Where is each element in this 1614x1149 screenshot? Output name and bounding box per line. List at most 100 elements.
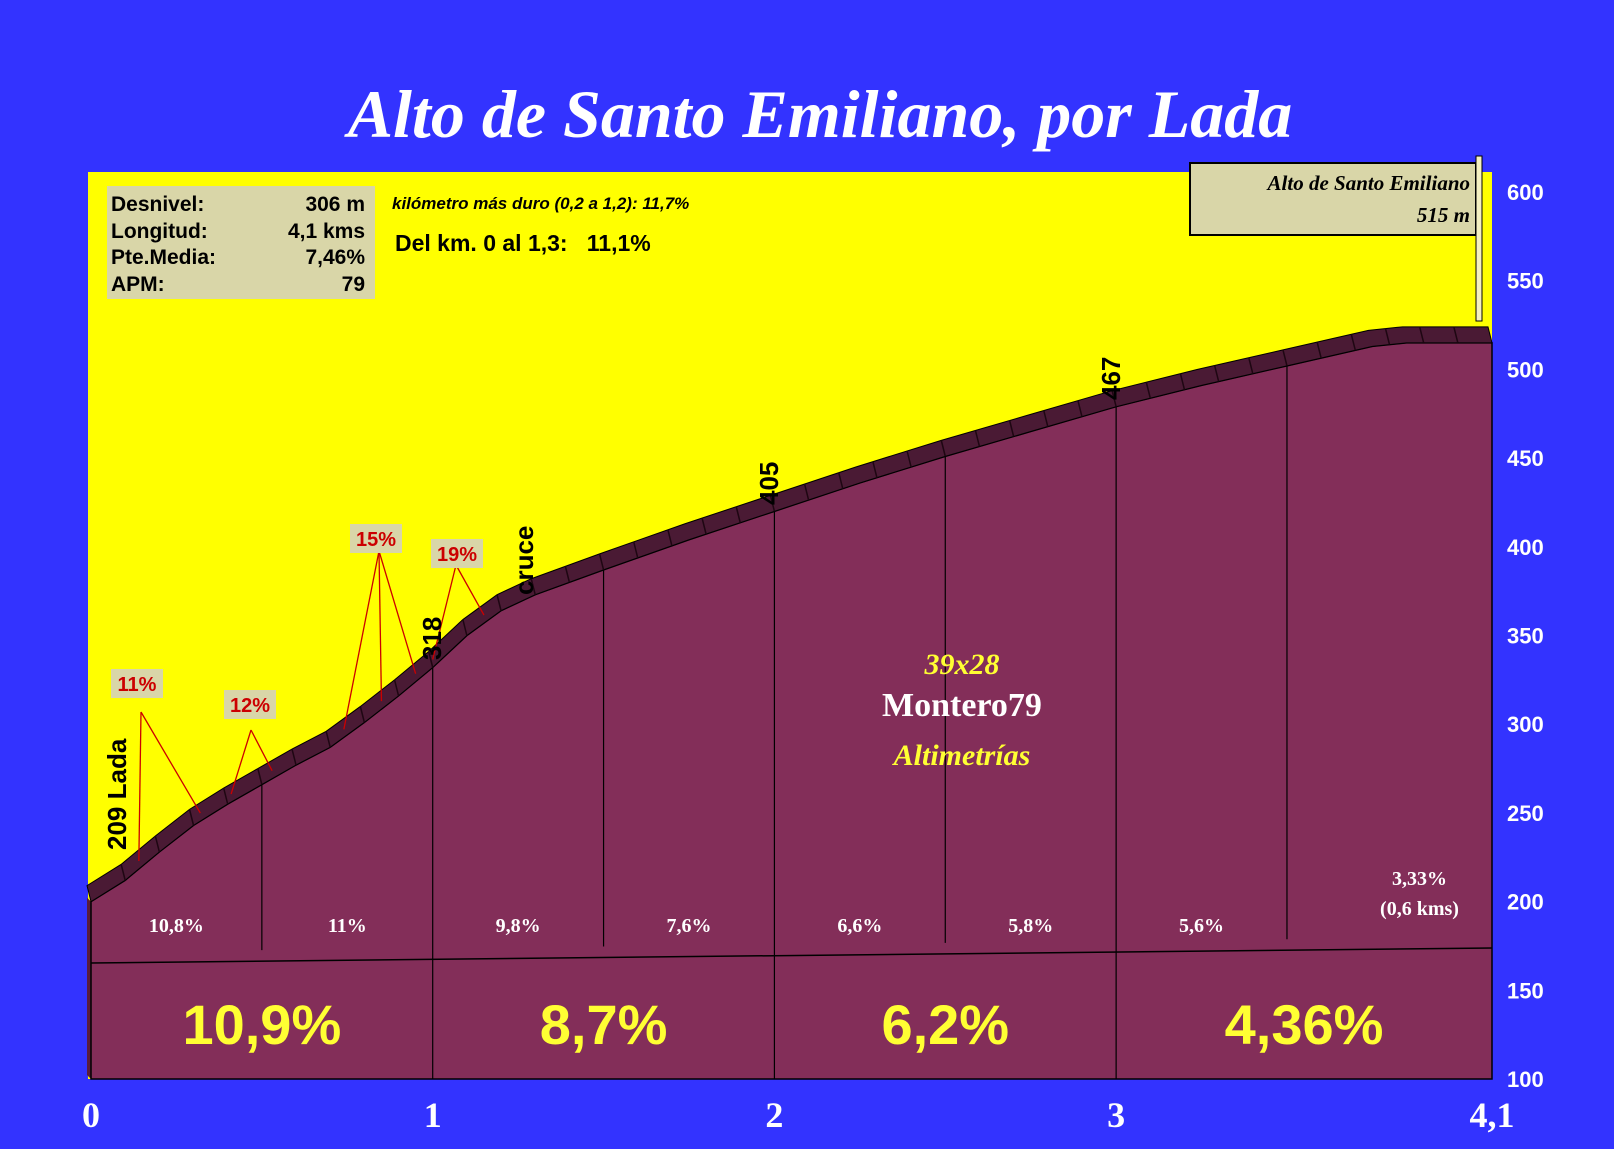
y-tick-label: 200	[1507, 890, 1544, 915]
road-block-tick	[1418, 326, 1425, 344]
road-block-tick	[633, 541, 639, 559]
road-block-tick	[496, 594, 502, 611]
road-block-tick	[325, 731, 331, 748]
ramp-callout-box	[111, 669, 163, 698]
segment-gradients: 10,8% 11% 9,8% 7,6% 6,6% 5,8% 5,6% 3,33% (0,6 km…	[149, 868, 1459, 1056]
stats-value-pendiente: 7,46%	[305, 246, 365, 269]
road-block-tick	[564, 566, 571, 583]
kilometer-gradient-label: 4,36%	[1225, 993, 1384, 1056]
subsegment-gradient-label: 5,6%	[1179, 915, 1224, 937]
profile-layer	[86, 326, 1493, 1080]
road-block-tick	[359, 706, 366, 723]
ramp-callout-line	[230, 729, 252, 795]
kilometer-band-top	[90, 947, 1493, 964]
road-block-tick	[974, 430, 981, 447]
subsegment-distance-label: (0,6 kms)	[1380, 898, 1459, 920]
road-block-tick	[1282, 349, 1288, 367]
y-tick-label: 550	[1507, 269, 1544, 294]
road-block-tick	[1111, 390, 1117, 407]
road-block-tick	[598, 553, 605, 571]
subsegment-gradient-label: 7,6%	[666, 915, 711, 937]
elevation-marker-label: 405	[754, 462, 784, 505]
stats-label-pendiente: Pte.Media:	[111, 246, 216, 269]
x-tick-label: 1	[424, 1095, 442, 1135]
ramp-callout-label: 11%	[118, 674, 157, 696]
elevation-marker-label: 318	[417, 617, 447, 660]
road-block-tick	[940, 440, 946, 457]
subsegment-gradient-label: 10,8%	[149, 915, 204, 937]
road-block-tick	[1248, 357, 1254, 374]
summit-elevation: 515 m	[1417, 203, 1470, 227]
axes: 0 1 2 3 4,1 100 150 200 250 300 350 400 450 500 550 600	[82, 180, 1544, 1135]
road-block-tick	[906, 450, 912, 468]
x-tick-label: 0	[82, 1095, 100, 1135]
y-tick-label: 600	[1507, 180, 1544, 205]
road-block-tick	[1213, 365, 1220, 382]
road-block-tick	[1008, 420, 1015, 437]
road-block-tick	[701, 517, 707, 535]
ramp-callout-box	[431, 539, 483, 568]
ramp-callouts: 11% 12% 15% 19%	[111, 524, 485, 862]
kilometer-gradient-label: 6,2%	[881, 993, 1009, 1056]
road-block-tick	[120, 864, 126, 881]
elevation-marker-label: cruce	[509, 526, 539, 595]
stats-value-desnivel: 306 m	[305, 193, 365, 216]
road-block-tick	[1145, 381, 1152, 399]
road-block-tick	[530, 578, 536, 595]
chart-title: Alto de Santo Emiliano, por Lada	[344, 76, 1293, 152]
road-block-tick	[1384, 328, 1391, 345]
y-tick-label: 500	[1507, 357, 1544, 382]
stats-label-longitud: Longitud:	[111, 220, 208, 243]
y-tick-label: 150	[1507, 978, 1544, 1003]
elevation-marker-label: 209 Lada	[102, 738, 132, 850]
ramp-callout-line	[250, 729, 273, 771]
ramp-callout-label: 12%	[230, 695, 270, 717]
ramp-callout-line	[138, 711, 142, 862]
stats-panel-box	[107, 186, 375, 299]
ramp-callout-box	[350, 524, 402, 553]
subsegment-gradient-label: 5,8%	[1008, 915, 1053, 937]
credit-site: Altimetrías	[892, 739, 1031, 772]
road-block-tick	[1043, 410, 1049, 427]
road-block-tick	[1316, 341, 1322, 359]
subsegment-gradient-label: 6,6%	[837, 915, 882, 937]
y-tick-label: 350	[1507, 624, 1544, 649]
credit: 39x28 Montero79 Altimetrías	[882, 648, 1042, 772]
credit-gearing: 39x28	[924, 648, 1000, 681]
profile-side-face	[87, 897, 91, 1079]
ramp-callout-line	[378, 550, 417, 674]
y-tick-label: 100	[1507, 1067, 1544, 1092]
road-block-tick	[427, 651, 434, 668]
subsegment-gradient-label: 9,8%	[496, 915, 541, 937]
stats-value-apm: 79	[342, 273, 365, 296]
road-block-tick	[872, 461, 878, 478]
elevation-markers: 209 Lada 318 cruce 405 467	[102, 357, 1126, 850]
summit-box: Alto de Santo Emiliano 515 m	[1189, 155, 1483, 322]
kilometer-gradient-label: 10,9%	[182, 993, 341, 1056]
road-block-tick	[1179, 373, 1186, 390]
summit-name: Alto de Santo Emiliano	[1266, 171, 1470, 195]
road-block-tick	[462, 619, 468, 636]
y-tick-label: 300	[1507, 712, 1544, 737]
subsegment-gradient-label: 3,33%	[1392, 868, 1447, 890]
credit-author: Montero79	[882, 687, 1042, 724]
ramp-callout-line	[378, 550, 383, 702]
stats-label-desnivel: Desnivel:	[111, 193, 204, 216]
road-block-tick	[1453, 326, 1459, 344]
y-tick-label: 250	[1507, 801, 1544, 826]
stats-label-apm: APM:	[111, 273, 165, 296]
road-block-tick	[735, 506, 741, 523]
y-tick-label: 450	[1507, 446, 1544, 471]
road-block-tick	[154, 835, 161, 853]
ramp-callout-line	[432, 564, 457, 660]
hardest-km-note: kilómetro más duro (0,2 a 1,2): 11,7%	[392, 194, 689, 213]
segment-dividers	[90, 365, 1493, 1079]
x-tick-label: 3	[1107, 1095, 1125, 1135]
road-block-tick	[1077, 400, 1083, 417]
road-block-tick	[838, 472, 844, 489]
road-block-tick	[769, 495, 776, 512]
subsegment-gradient-label: 11%	[328, 915, 367, 937]
ramp-callout-line	[455, 564, 485, 616]
road-block-tick	[257, 768, 263, 785]
